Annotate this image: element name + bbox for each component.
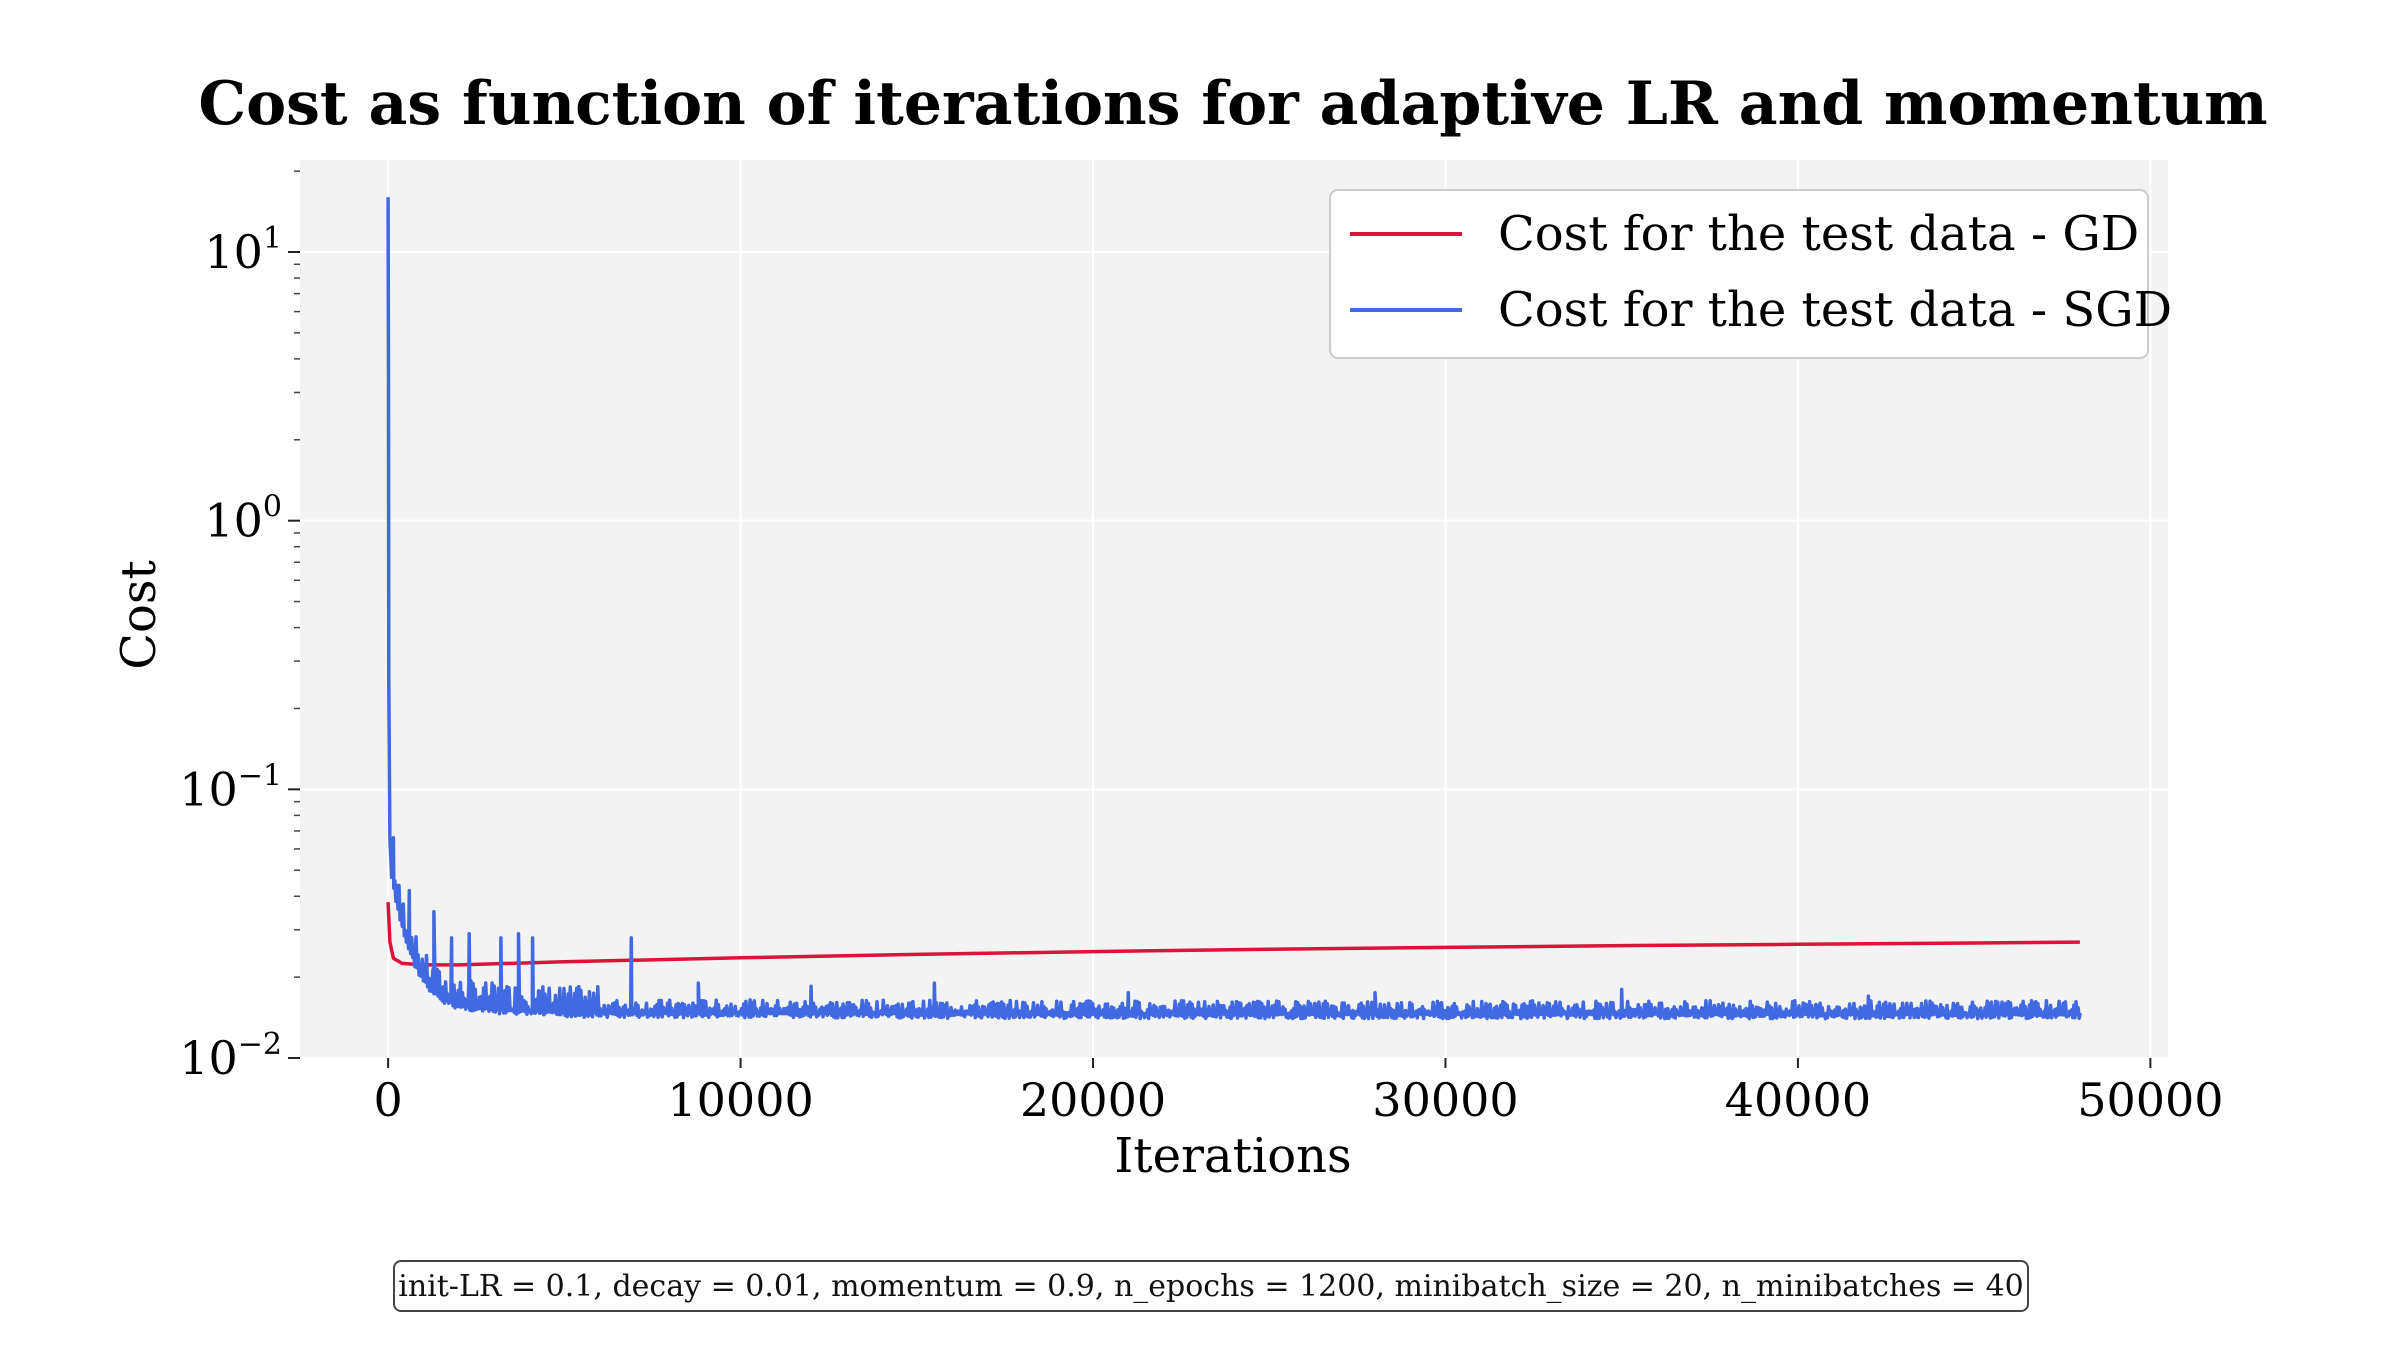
x-tick-label: 30000 (1372, 1073, 1518, 1127)
y-tick-label: 10−2 (179, 1027, 282, 1085)
legend-box (1329, 189, 2149, 359)
x-tick-label: 50000 (2077, 1073, 2223, 1127)
x-tick-label: 40000 (1725, 1073, 1871, 1127)
y-axis-label: Cost (111, 560, 167, 670)
chart-title: Cost as function of iterations for adapt… (198, 69, 2267, 139)
y-tick-label: 101 (204, 221, 282, 279)
legend: Cost for the test data - GD Cost for the … (1329, 189, 2172, 359)
x-tick-label: 20000 (1020, 1073, 1166, 1127)
y-tick-label: 100 (204, 490, 282, 548)
x-tick-label: 10000 (667, 1073, 813, 1127)
series-line-gd (386, 902, 2080, 967)
x-tick-label: 0 (373, 1073, 402, 1127)
legend-label: Cost for the test data - GD (1498, 206, 2139, 262)
parameters-caption: init-LR = 0.1, decay = 0.01, momentum = … (393, 1260, 2029, 1312)
y-tick-label: 10−1 (179, 758, 282, 816)
legend-label: Cost for the test data - SGD (1498, 282, 2172, 338)
series-line-sgd (386, 197, 2082, 1021)
x-axis-label: Iterations (1114, 1128, 1351, 1184)
axis-ticks: 0 10000 20000 30000 40000 50000 101 100 10−1 10−2 (179, 170, 2224, 1127)
series-lines (386, 197, 2082, 1021)
